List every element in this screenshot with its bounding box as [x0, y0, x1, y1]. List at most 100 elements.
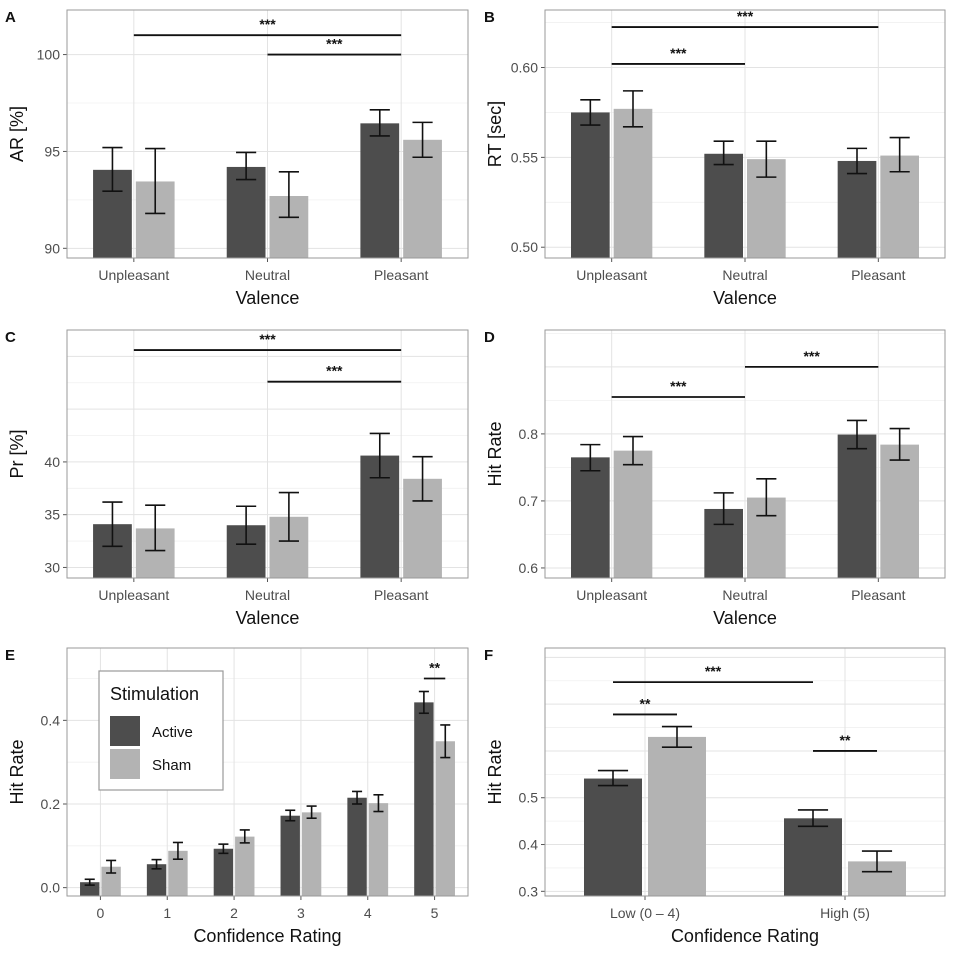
- bar-active: [280, 815, 300, 896]
- bar-active: [784, 818, 842, 896]
- panel-letter: D: [484, 329, 495, 346]
- bar-sham: [613, 108, 653, 258]
- significance-label: **: [429, 660, 440, 676]
- panel-letter: C: [5, 329, 16, 346]
- legend-label-active: Active: [152, 724, 193, 741]
- y-tick-label: 0.2: [41, 796, 61, 812]
- panel-c: C 30 35 40 Unpleasant Neutral Pleasant *** *** Va…: [5, 329, 469, 628]
- x-tick-label: Neutral: [722, 587, 767, 603]
- y-tick-label: 0.5: [519, 790, 539, 806]
- x-tick-label: Unpleasant: [98, 587, 169, 603]
- x-tick-label: 5: [431, 905, 439, 921]
- significance-label: ***: [259, 16, 276, 32]
- x-tick-label: 4: [364, 905, 372, 921]
- x-tick-label: Unpleasant: [576, 587, 647, 603]
- bar-active: [213, 848, 234, 896]
- bar-sham: [301, 812, 322, 896]
- y-axis-title: RT [sec]: [485, 101, 505, 167]
- bar-active: [571, 112, 610, 258]
- x-tick-label: Pleasant: [374, 587, 429, 603]
- x-axis-title: Valence: [713, 608, 777, 628]
- panel-a: A 90 95 100 Unpleasant Neutral Pleasant *** *** V…: [5, 9, 469, 308]
- x-tick-label: Low (0 – 4): [610, 905, 680, 921]
- y-tick-label: 95: [44, 143, 60, 159]
- x-axis-title: Valence: [713, 288, 777, 308]
- x-tick-label: 2: [230, 905, 238, 921]
- bar-active: [837, 434, 877, 578]
- bar-active: [704, 153, 743, 258]
- x-tick-label: Unpleasant: [576, 267, 647, 283]
- legend-swatch-active: [110, 716, 140, 746]
- bar-active: [347, 797, 367, 896]
- significance-label: ***: [705, 663, 722, 679]
- bar-active: [414, 702, 434, 896]
- bar-sham: [101, 866, 121, 896]
- y-tick-label: 35: [44, 507, 60, 523]
- x-tick-label: Neutral: [245, 267, 290, 283]
- x-tick-label: 0: [97, 905, 105, 921]
- panel-letter: B: [484, 9, 495, 26]
- bar-active: [226, 166, 266, 258]
- y-tick-label: 0.0: [41, 880, 61, 896]
- bar-active: [571, 457, 610, 578]
- x-tick-label: Neutral: [722, 267, 767, 283]
- significance-label: ***: [803, 348, 820, 364]
- y-tick-label: 0.55: [511, 149, 538, 165]
- y-tick-label: 0.3: [519, 883, 539, 899]
- x-axis-title: Valence: [236, 608, 300, 628]
- y-axis-title: Hit Rate: [485, 739, 505, 804]
- plot-frame: [66, 9, 469, 259]
- plot-frame: [66, 329, 469, 579]
- y-tick-label: 0.8: [519, 426, 539, 442]
- y-tick-label: 30: [44, 559, 60, 575]
- y-axis-title: AR [%]: [7, 106, 27, 162]
- plot-frame: [544, 647, 946, 897]
- bar-active: [837, 160, 877, 258]
- x-axis-title: Valence: [236, 288, 300, 308]
- legend-label-sham: Sham: [152, 757, 191, 774]
- x-axis-title: Confidence Rating: [193, 926, 341, 946]
- x-tick-label: Unpleasant: [98, 267, 169, 283]
- x-tick-label: 1: [163, 905, 171, 921]
- y-tick-label: 0.4: [41, 712, 61, 728]
- significance-label: ***: [326, 36, 343, 52]
- panel-d: D 0.6 0.7 0.8 Unpleasant Neutral Pleasant *** **…: [484, 329, 946, 628]
- y-axis-title: Hit Rate: [7, 739, 27, 804]
- y-tick-label: 100: [37, 47, 61, 63]
- bar-sham: [168, 850, 188, 896]
- x-tick-label: Pleasant: [851, 587, 906, 603]
- significance-label: ***: [259, 331, 276, 347]
- panel-e: E 0.0 0.2 0.4 0 1 2 3 4 5 ** Confidence Rating Hit R…: [5, 647, 469, 946]
- x-tick-label: Pleasant: [851, 267, 906, 283]
- plot-frame: [544, 329, 946, 579]
- panel-letter: E: [5, 647, 15, 664]
- y-axis-title: Pr [%]: [7, 429, 27, 478]
- significance-label: ***: [326, 363, 343, 379]
- legend: Stimulation Active Sham: [98, 670, 224, 791]
- bar-sham: [235, 836, 255, 896]
- x-axis-title: Confidence Rating: [671, 926, 819, 946]
- y-axis-title: Hit Rate: [485, 421, 505, 486]
- bar-active: [146, 864, 167, 896]
- bar-sham: [613, 450, 653, 578]
- y-tick-label: 0.7: [519, 493, 539, 509]
- legend-title: Stimulation: [110, 684, 199, 704]
- bar-sham: [435, 741, 455, 896]
- panel-letter: F: [484, 647, 493, 664]
- bar-active: [360, 123, 400, 258]
- x-tick-label: 3: [297, 905, 305, 921]
- plot-frame: [66, 647, 469, 897]
- x-tick-label: Pleasant: [374, 267, 429, 283]
- significance-label: ***: [670, 45, 687, 61]
- bar-sham: [880, 444, 919, 578]
- y-tick-label: 0.60: [511, 60, 538, 76]
- significance-label: ***: [670, 378, 687, 394]
- panel-b: B 0.50 0.55 0.60 Unpleasant Neutral Pleasant **…: [484, 8, 946, 308]
- significance-label: **: [640, 695, 651, 711]
- y-tick-label: 0.6: [519, 560, 539, 576]
- bar-sham: [648, 736, 706, 896]
- x-tick-label: High (5): [820, 905, 870, 921]
- legend-swatch-sham: [110, 749, 140, 779]
